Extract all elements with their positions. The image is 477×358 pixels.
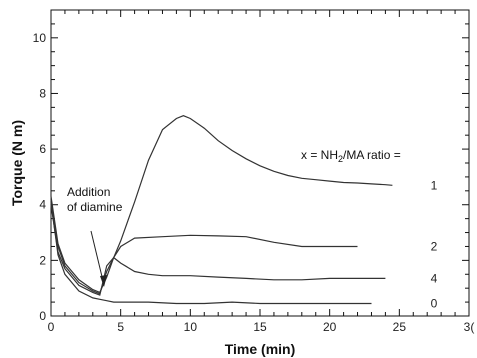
series-line-4 <box>50 204 386 296</box>
y-tick-label: 0 <box>39 309 46 323</box>
y-tick-label: 10 <box>33 31 47 45</box>
x-tick-label: 15 <box>253 320 267 334</box>
x-tick-label: 20 <box>323 320 337 334</box>
series-line-1 <box>50 115 393 294</box>
series-labels: 1 2 4 0 <box>431 178 438 310</box>
annotation-addition: Addition <box>67 185 110 199</box>
annotation-arrowhead <box>100 275 107 287</box>
y-tick-label: 6 <box>39 142 46 156</box>
y-tick-label: 4 <box>39 198 46 212</box>
series-label-2: 2 <box>431 239 438 253</box>
series-line-0 <box>50 201 372 305</box>
series-label-0: 0 <box>431 296 438 310</box>
axis-ticks <box>50 10 470 317</box>
x-tick-label: 10 <box>184 320 198 334</box>
y-tick-label: 8 <box>39 86 46 100</box>
y-axis-title: Torque (N m) <box>9 120 25 206</box>
series-label-1: 1 <box>431 178 438 192</box>
ratio-suffix: /MA ratio = <box>343 148 401 162</box>
series-lines <box>50 115 393 305</box>
x-tick-label: 5 <box>117 320 124 334</box>
x-axis-title: Time (min) <box>225 341 296 357</box>
x-tick-label: 0 <box>48 320 55 334</box>
annotation-of-diamine: of diamine <box>67 200 123 214</box>
series-line-2 <box>50 199 358 295</box>
ratio-prefix: x = NH <box>301 148 338 162</box>
ratio-legend-title: x = NH2/MA ratio = <box>301 148 401 164</box>
ratio-subscript: 2 <box>338 154 343 164</box>
x-tick-label: 3( <box>464 320 475 334</box>
x-tick-label: 25 <box>393 320 407 334</box>
series-label-4: 4 <box>431 271 438 285</box>
y-tick-label: 2 <box>39 253 46 267</box>
plot-frame <box>50 9 470 317</box>
